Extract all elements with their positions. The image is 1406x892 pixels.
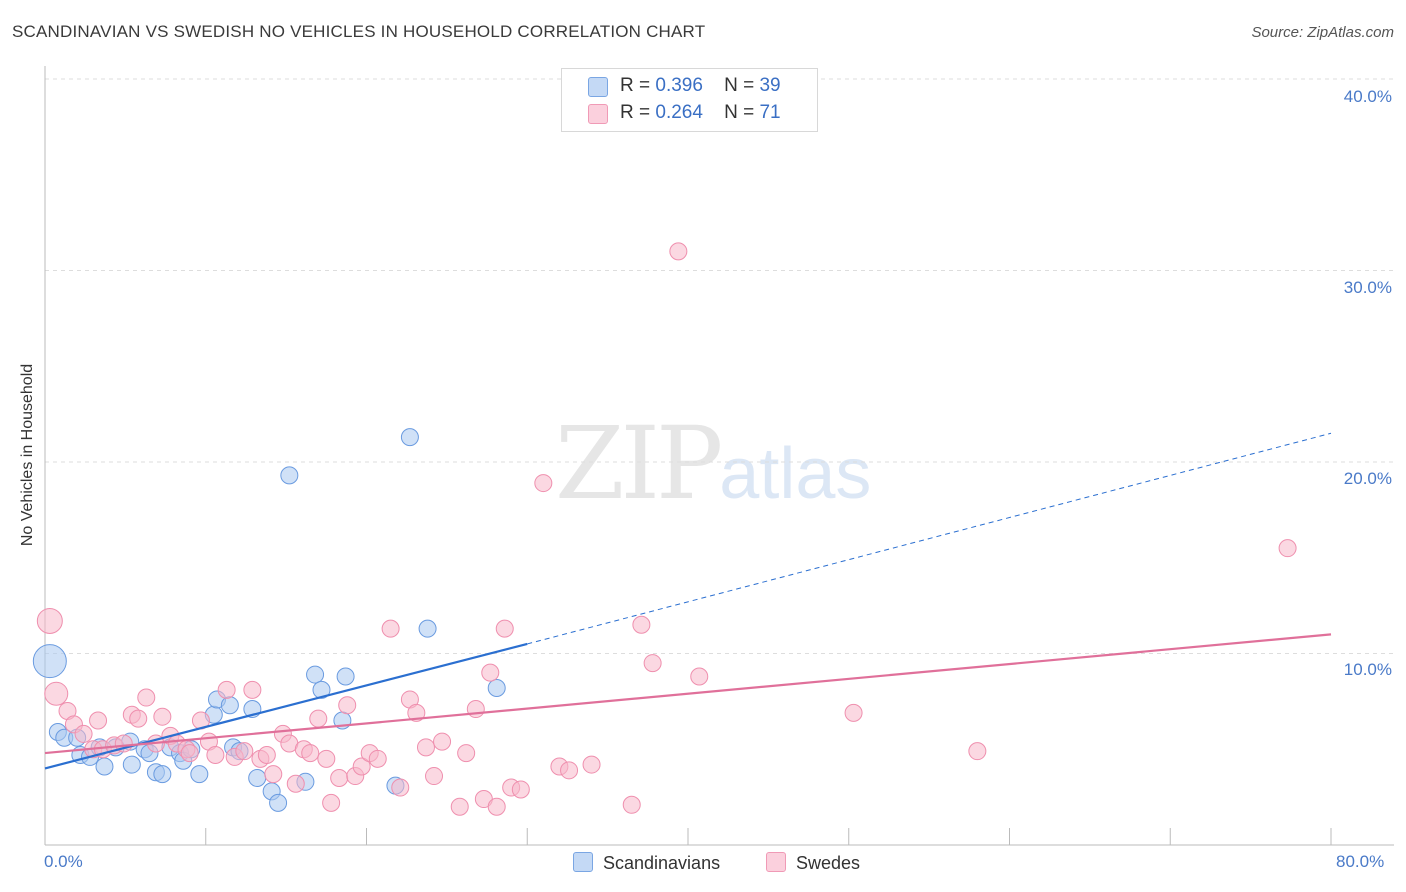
swede-point-56: [495, 619, 514, 638]
scandinavian-point-10: [122, 755, 141, 774]
y-tick-label-20: 20.0%: [1343, 469, 1392, 488]
swede-point-35: [317, 749, 336, 768]
swede-point-65: [643, 654, 662, 673]
swede-point-48: [425, 767, 444, 786]
swede-point-69: [968, 742, 987, 761]
swede-point-62: [582, 755, 601, 774]
swede-point-68: [844, 703, 863, 722]
bottom-legend-swatch-pink: [766, 852, 786, 872]
swede-point-0: [36, 607, 63, 634]
swede-point-24: [235, 742, 254, 761]
legend-r-value: 0.264: [655, 102, 703, 123]
y-tick-label-40: 40.0%: [1343, 87, 1392, 106]
swede-point-11: [129, 709, 148, 728]
zipatlas-watermark: ZIPatlas: [555, 405, 871, 522]
swede-point-12: [137, 688, 156, 707]
swede-point-4: [74, 724, 93, 743]
swede-point-70: [1278, 539, 1297, 558]
scandinavian-point-0: [32, 644, 67, 679]
scandinavian-point-29: [280, 466, 299, 485]
legend-n-label: N =: [724, 102, 755, 123]
swede-point-61: [560, 761, 579, 780]
swede-point-42: [368, 749, 387, 768]
swede-point-28: [264, 765, 283, 784]
swede-point-34: [309, 709, 328, 728]
swede-point-27: [257, 745, 276, 764]
legend-swatch-blue: [588, 77, 608, 97]
scandinavian-point-19: [190, 765, 209, 784]
swede-point-54: [481, 663, 500, 682]
y-axis-label: No Vehicles in Household: [19, 363, 36, 547]
swede-point-63: [622, 795, 641, 814]
bottom-legend-scandinavians: Scandinavians: [573, 852, 720, 874]
swede-point-67: [690, 667, 709, 686]
swede-point-33: [301, 744, 320, 763]
legend-swatch-pink: [588, 104, 608, 124]
scandinavian-point-34: [336, 667, 355, 686]
scandinavian-point-22: [220, 696, 239, 715]
watermark-atlas: atlas: [719, 434, 872, 514]
legend-r-value: 0.396: [655, 75, 703, 96]
swede-point-44: [391, 778, 410, 797]
x-tick-label-max: 80.0%: [1336, 852, 1385, 871]
source-credit: Source: ZipAtlas.com: [1251, 24, 1394, 41]
x-tick-label-min: 0.0%: [44, 852, 83, 871]
y-tick-label-10: 10.0%: [1343, 660, 1392, 679]
correlation-legend: R = 0.396 N = 39 R = 0.264 N = 71: [561, 68, 818, 132]
swede-point-22: [217, 680, 236, 699]
swede-point-6: [89, 711, 108, 730]
bottom-legend-swatch-blue: [573, 852, 593, 872]
bottom-legend-swedes: Swedes: [766, 852, 860, 874]
swede-point-14: [153, 707, 172, 726]
swede-trend-line: [44, 633, 1332, 755]
swede-point-1: [44, 681, 69, 706]
bottom-legend-label: Scandinavians: [603, 853, 721, 873]
swede-point-38: [338, 696, 357, 715]
scandinavian-point-7: [95, 757, 114, 776]
swede-point-37: [330, 768, 349, 787]
scandinavian-point-31: [306, 665, 325, 684]
scandinavian-trend-line: [44, 642, 528, 770]
swede-point-59: [534, 474, 553, 493]
scandinavian-point-38: [487, 678, 506, 697]
legend-r-label: R =: [620, 102, 651, 123]
swede-point-36: [322, 793, 341, 812]
swede-point-47: [416, 738, 435, 757]
legend-n-value: 39: [759, 75, 781, 96]
watermark-zip: ZIP: [555, 405, 723, 522]
swede-point-58: [511, 780, 530, 799]
swede-point-66: [669, 242, 688, 261]
bottom-legend-label: Swedes: [796, 853, 861, 873]
swede-point-46: [407, 703, 426, 722]
scandinavian-point-36: [400, 428, 419, 447]
swede-point-55: [487, 797, 506, 816]
legend-n-label: N =: [724, 75, 755, 96]
scandinavian-point-37: [418, 619, 437, 638]
chart-title: SCANDINAVIAN VS SWEDISH NO VEHICLES IN H…: [12, 22, 706, 41]
legend-r-label: R =: [620, 75, 651, 96]
scandinavian-trend-extension: [527, 432, 1332, 645]
swede-point-43: [381, 619, 400, 638]
swede-point-18: [180, 744, 199, 763]
swede-point-31: [286, 774, 305, 793]
swede-point-51: [457, 744, 476, 763]
swede-point-64: [632, 615, 651, 634]
legend-n-value: 71: [759, 102, 781, 123]
y-tick-label-30: 30.0%: [1343, 278, 1392, 297]
scandinavian-point-14: [153, 765, 172, 784]
swede-point-52: [466, 700, 485, 719]
scandinavian-point-32: [312, 680, 331, 699]
scandinavian-point-28: [269, 793, 288, 812]
scandinavian-point-26: [248, 768, 267, 787]
swede-point-50: [450, 797, 469, 816]
swede-point-21: [206, 745, 225, 764]
swede-point-25: [243, 680, 262, 699]
swede-point-49: [433, 732, 452, 751]
swede-point-40: [352, 757, 371, 776]
